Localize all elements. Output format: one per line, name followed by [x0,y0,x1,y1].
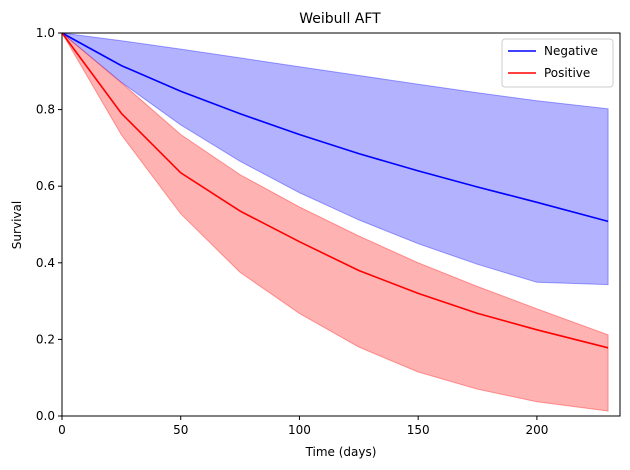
negative-survival-line [61,32,609,223]
x-tick-label: 200 [525,423,548,437]
y-tick-label: 0.6 [36,179,55,193]
plot-frame [61,32,621,417]
y-tick-label: 0.8 [36,103,55,117]
legend: Negative Positive [501,38,614,88]
x-axis: 0 50 100 150 200 [58,416,548,437]
x-tick-label: 100 [288,423,311,437]
positive-confidence-band [61,32,609,412]
confidence-bands [60,32,609,412]
chart-title: Weibull AFT [299,11,381,27]
x-tick-label: 150 [407,423,430,437]
x-tick-label: 0 [58,423,66,437]
y-axis-label: Survival [10,201,24,249]
x-axis-label: Time (days) [305,445,377,459]
negative-confidence-band [60,32,609,286]
legend-label-positive: Positive [544,66,590,80]
y-tick-label: 0.4 [36,256,55,270]
positive-survival-line [61,32,609,349]
survival-lines [61,32,609,349]
y-tick-label: 1.0 [36,26,55,40]
y-tick-label: 0.2 [36,332,55,346]
x-tick-label: 50 [173,423,188,437]
y-tick-label: 0.0 [36,409,55,423]
legend-label-negative: Negative [544,44,598,58]
y-axis: 0.0 0.2 0.4 0.6 0.8 1.0 [36,26,62,423]
